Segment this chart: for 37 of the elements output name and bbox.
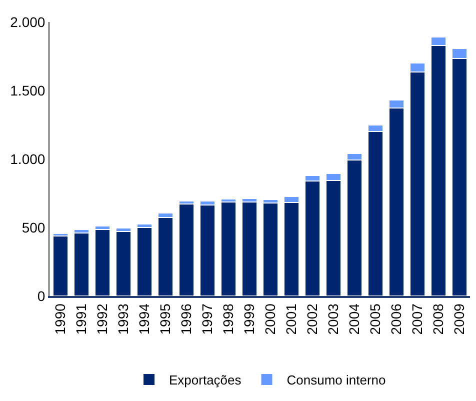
x-tick-label: 2002 (304, 303, 320, 335)
bar (116, 230, 132, 296)
bar (178, 204, 194, 296)
legend-label: Consumo interno (286, 372, 386, 388)
bar (136, 227, 152, 296)
x-tick-label: 2007 (409, 303, 426, 335)
bar (262, 202, 278, 296)
x-tick-label: 2006 (388, 303, 404, 335)
y-tick-label: 1.000 (10, 150, 46, 167)
x-tick-label: 2008 (430, 303, 446, 335)
x-tick-label: 1990 (52, 303, 68, 335)
x-tick-label: 2000 (262, 303, 278, 335)
x-tick-label: 1994 (136, 303, 152, 335)
bar (94, 229, 110, 296)
x-tick-label: 1995 (157, 303, 174, 335)
bar (242, 202, 258, 296)
x-tick-label: 1999 (241, 303, 258, 335)
x-tick-label: 1997 (199, 303, 216, 335)
y-tick-label: 500 (22, 219, 46, 236)
y-tick-label: 1.500 (10, 82, 46, 98)
bar (52, 236, 68, 296)
x-tick-label: 1996 (178, 303, 194, 335)
x-tick-label: 1993 (115, 303, 132, 335)
x-tick-label: 2009 (451, 303, 468, 335)
x-tick-label: 1991 (73, 303, 90, 335)
legend-label: Exportações (169, 372, 242, 388)
bar (220, 202, 236, 296)
x-tick-label: 1992 (94, 303, 110, 335)
y-tick-label: 0 (37, 288, 46, 304)
x-tick-label: 2005 (367, 303, 384, 335)
x-tick-label: 2001 (283, 303, 300, 335)
x-tick-label: 2003 (325, 303, 342, 335)
x-tick-label: 1998 (220, 303, 236, 335)
bar (74, 232, 90, 296)
y-tick-label: 2.000 (10, 14, 46, 30)
x-tick-label: 2004 (346, 303, 362, 335)
bar (200, 204, 216, 296)
